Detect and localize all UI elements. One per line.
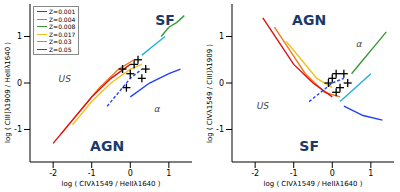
svg-text:0: 0 (128, 169, 133, 178)
svg-text:1: 1 (17, 32, 22, 41)
svg-text:log ( CIII]λ1909 / HeIIλ1640 ): log ( CIII]λ1909 / HeIIλ1640 ) (8, 42, 12, 143)
svg-text:-2: -2 (251, 169, 259, 178)
html-text:Z=0.008: Z=0.008 (49, 23, 76, 30)
html-text:Z=0.03: Z=0.03 (49, 38, 72, 45)
svg-text:US: US (257, 101, 270, 111)
svg-text:0: 0 (219, 79, 224, 88)
svg-text:-1: -1 (290, 169, 298, 178)
svg-text:US: US (59, 74, 72, 84)
html-text:Z=0.001: Z=0.001 (49, 8, 76, 15)
html-text:Z=0.05: Z=0.05 (49, 45, 72, 53)
svg-text:log ( CIVλ1549 / HeIIλ1640 ): log ( CIVλ1549 / HeIIλ1640 ) (264, 180, 363, 188)
svg-text:1: 1 (368, 169, 373, 178)
svg-text:1: 1 (166, 169, 171, 178)
svg-text:-1: -1 (14, 125, 22, 134)
html-text:Z=0.004: Z=0.004 (49, 15, 76, 23)
html-text:Z=0.017: Z=0.017 (49, 30, 76, 38)
svg-text:-2: -2 (49, 169, 57, 178)
svg-text:1: 1 (219, 32, 224, 41)
svg-text:-1: -1 (216, 125, 224, 134)
svg-text:log ( CIVλ1549 / CIII]λ1909 ): log ( CIVλ1549 / CIII]λ1909 ) (206, 44, 214, 143)
svg-text:0: 0 (330, 169, 335, 178)
svg-text:SF: SF (155, 12, 175, 28)
svg-text:α: α (356, 39, 362, 49)
svg-text:-1: -1 (88, 169, 96, 178)
svg-text:AGN: AGN (90, 138, 124, 154)
svg-text:SF: SF (299, 138, 319, 154)
svg-text:0: 0 (17, 79, 22, 88)
svg-text:α: α (154, 104, 160, 114)
svg-text:log ( CIVλ1549 / HeIIλ1640 ): log ( CIVλ1549 / HeIIλ1640 ) (62, 180, 161, 188)
svg-text:AGN: AGN (292, 12, 326, 28)
